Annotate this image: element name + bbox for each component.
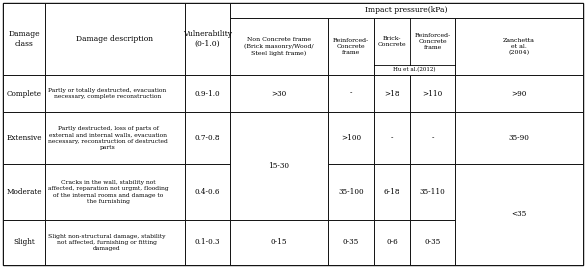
Bar: [455, 75, 583, 112]
Text: 0-15: 0-15: [271, 239, 287, 246]
Text: Impact pressure(kPa): Impact pressure(kPa): [365, 7, 448, 14]
Text: 0-6: 0-6: [386, 239, 398, 246]
Text: Zanchetta
et al.
(2004): Zanchetta et al. (2004): [503, 38, 535, 55]
Bar: [230, 18, 328, 75]
Text: Damage description: Damage description: [76, 35, 154, 43]
Bar: [374, 164, 410, 220]
Bar: [410, 164, 455, 220]
Text: 0-35: 0-35: [343, 239, 359, 246]
Text: -: -: [350, 89, 352, 97]
Bar: [230, 3, 583, 18]
Bar: [230, 112, 328, 220]
Bar: [230, 220, 328, 265]
Text: >110: >110: [423, 89, 442, 97]
Bar: [374, 18, 455, 75]
Bar: [328, 112, 374, 164]
Text: Brick-
Concrete: Brick- Concrete: [378, 36, 406, 47]
Bar: [3, 75, 45, 112]
Bar: [374, 220, 410, 265]
Text: 35-100: 35-100: [338, 188, 364, 196]
Bar: [374, 112, 410, 164]
Bar: [185, 220, 230, 265]
Text: 0.9-1.0: 0.9-1.0: [195, 89, 220, 97]
Bar: [45, 75, 185, 112]
Text: >30: >30: [271, 89, 287, 97]
Bar: [328, 18, 374, 75]
Text: <35: <35: [512, 211, 527, 218]
Bar: [410, 220, 455, 265]
Text: Partly or totally destructed, evacuation
necessary, complete reconstruction: Partly or totally destructed, evacuation…: [48, 88, 166, 99]
Text: Slight: Slight: [13, 239, 35, 246]
Bar: [3, 112, 45, 164]
Bar: [3, 3, 45, 75]
Text: Vulnerability
(0-1.0): Vulnerability (0-1.0): [183, 30, 232, 48]
Bar: [185, 164, 230, 220]
Text: >90: >90: [512, 89, 527, 97]
Text: 6-18: 6-18: [384, 188, 400, 196]
Text: 0.1-0.3: 0.1-0.3: [195, 239, 220, 246]
Bar: [455, 164, 583, 265]
Text: 35-110: 35-110: [420, 188, 445, 196]
Text: Extensive: Extensive: [6, 134, 42, 142]
Text: Reinforced-
Concrete
frame: Reinforced- Concrete frame: [333, 38, 369, 55]
Text: Partly destructed, loss of parts of
external and internal walls, evacuation
nece: Partly destructed, loss of parts of exte…: [48, 126, 168, 150]
Text: Damage
class: Damage class: [8, 30, 40, 48]
Bar: [410, 75, 455, 112]
Bar: [328, 75, 374, 112]
Text: 0.4-0.6: 0.4-0.6: [195, 188, 220, 196]
Text: Reinforced-
Concrete
frame: Reinforced- Concrete frame: [414, 33, 451, 50]
Bar: [328, 164, 374, 220]
Text: Moderate: Moderate: [6, 188, 42, 196]
Text: Non Concrete frame
(Brick masonry/Wood/
Steel light frame): Non Concrete frame (Brick masonry/Wood/ …: [244, 38, 314, 55]
Bar: [45, 112, 185, 164]
Text: Hu et al.(2012): Hu et al.(2012): [393, 67, 436, 73]
Bar: [45, 164, 185, 220]
Bar: [455, 18, 583, 75]
Text: Slight non-structural damage, stability
not affected, furnishing or fitting
dama: Slight non-structural damage, stability …: [48, 234, 165, 251]
Bar: [3, 164, 45, 220]
Bar: [374, 75, 410, 112]
Text: Complete: Complete: [6, 89, 42, 97]
Bar: [45, 3, 185, 75]
Bar: [185, 112, 230, 164]
Bar: [45, 220, 185, 265]
Text: -: -: [431, 134, 434, 142]
Text: >100: >100: [341, 134, 361, 142]
Text: 15-30: 15-30: [268, 162, 289, 170]
Bar: [410, 112, 455, 164]
Bar: [328, 220, 374, 265]
Text: 0-35: 0-35: [424, 239, 441, 246]
Text: >18: >18: [384, 89, 400, 97]
Bar: [230, 75, 328, 112]
Bar: [3, 220, 45, 265]
Text: 35-90: 35-90: [509, 134, 529, 142]
Text: 0.7-0.8: 0.7-0.8: [195, 134, 220, 142]
Bar: [455, 112, 583, 164]
Bar: [185, 3, 230, 75]
Text: -: -: [391, 134, 393, 142]
Bar: [185, 75, 230, 112]
Text: Cracks in the wall, stability not
affected, reparation not urgmt, flooding
of th: Cracks in the wall, stability not affect…: [48, 180, 169, 204]
